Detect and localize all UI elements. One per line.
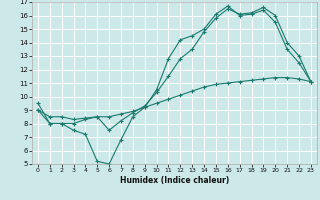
X-axis label: Humidex (Indice chaleur): Humidex (Indice chaleur)	[120, 176, 229, 185]
